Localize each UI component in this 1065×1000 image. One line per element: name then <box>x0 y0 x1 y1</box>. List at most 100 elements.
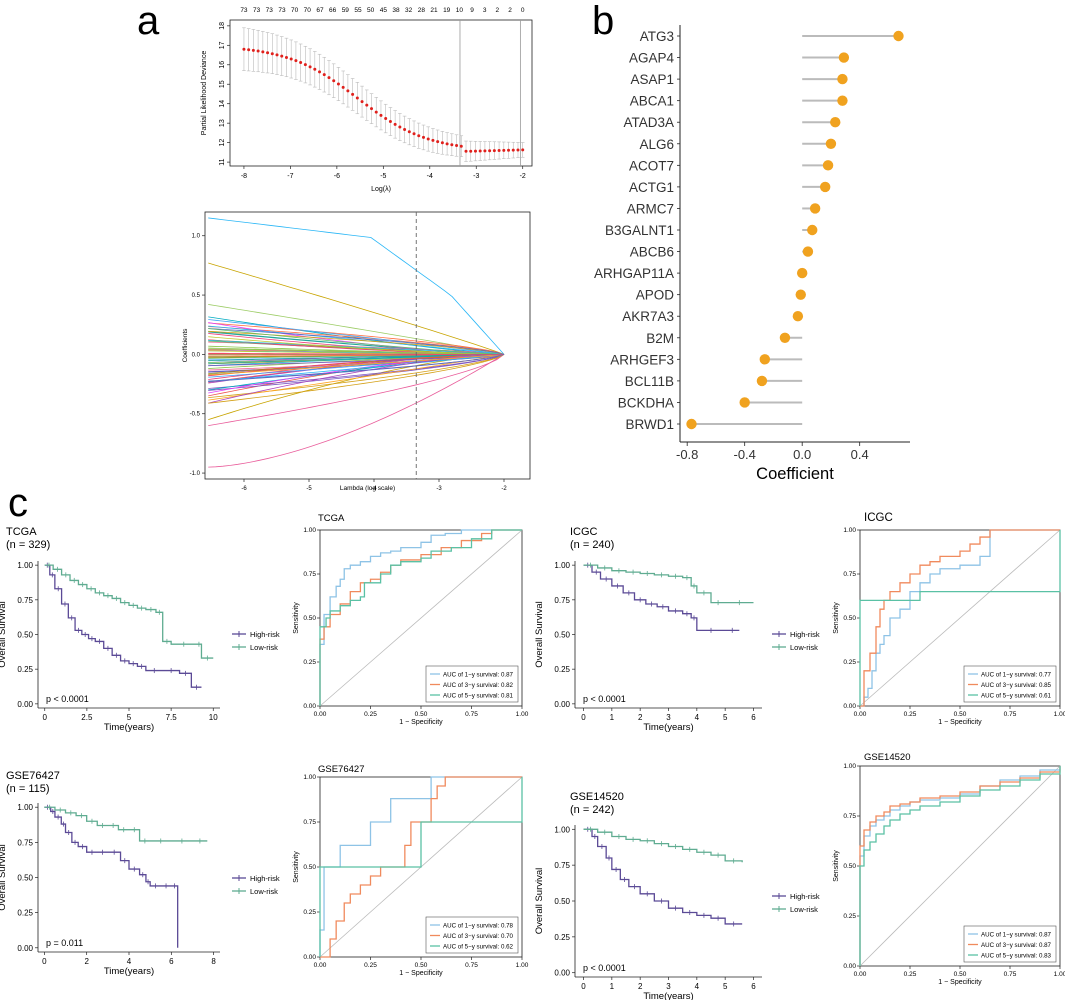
gene-label: APOD <box>636 288 675 303</box>
km-y-tick-label: 0.00 <box>17 700 33 709</box>
cv-deviance-point <box>431 138 435 142</box>
coefficient-path-line <box>208 354 505 404</box>
roc-x-tick-label: 0.25 <box>904 711 917 718</box>
roc-x-axis-title: 1 − Specificity <box>938 979 982 986</box>
roc-y-tick-label: 0.50 <box>303 864 316 871</box>
lollipop-dot <box>795 289 806 300</box>
km-y-tick-label: 1.00 <box>554 561 570 570</box>
path-y-tick-label: 1.0 <box>192 234 201 240</box>
km-plot-icgc: ICGC(n = 240) 0.00 0.25 0.50 0.75 1.00 0 1 2 3 4 5 6… <box>534 526 820 733</box>
cv-y-tick-label: 13 <box>219 119 226 127</box>
cv-top-count-label: 0 <box>521 7 525 14</box>
cv-top-count-label: 19 <box>443 7 451 14</box>
cv-deviance-point <box>251 48 255 52</box>
cv-deviance-point <box>299 61 303 65</box>
km-y-tick-label: 0.50 <box>17 631 33 640</box>
km-legend-label: Low-risk <box>250 887 278 896</box>
gene-label: ATG3 <box>640 29 674 44</box>
cv-top-count-label: 9 <box>470 7 474 14</box>
km-x-axis-title: Time(years) <box>643 991 693 1000</box>
km-plot-gse76427: GSE76427(n = 115) 0.00 0.25 0.50 0.75 1.00 0 2 4… <box>0 770 280 977</box>
roc-y-tick-label: 0.00 <box>303 954 316 961</box>
km-legend-label: High-risk <box>790 892 820 901</box>
cv-deviance-point <box>450 143 454 147</box>
cv-deviance-point <box>360 100 364 104</box>
roc-legend-label: AUC of 5−y survival: 0.61 <box>981 692 1052 699</box>
lollipop-dot <box>796 267 808 279</box>
path-y-tick-label: -0.5 <box>190 412 201 418</box>
roc-y-tick-label: 0.25 <box>303 909 316 916</box>
km-x-tick-label: 5 <box>723 982 728 991</box>
cv-top-count-label: 38 <box>392 7 400 14</box>
roc-legend-label: AUC of 3−y survival: 0.87 <box>981 942 1052 949</box>
cv-deviance-point <box>308 65 312 69</box>
roc-curve-5y <box>319 529 522 706</box>
roc-legend-box <box>963 665 1057 703</box>
km-legend-label: High-risk <box>250 874 280 883</box>
cv-deviance-point <box>270 52 274 56</box>
cv-deviance-point <box>313 67 317 71</box>
roc-legend-label: AUC of 1−y survival: 0.77 <box>981 671 1052 678</box>
km-n-label: (n = 240) <box>570 539 614 551</box>
coefficient-path-line <box>208 217 505 355</box>
roc-plot-gse76427: GSE76427 0.000.00 0.25 0.25 0.50 0.50 0.75 0.75… <box>293 764 529 977</box>
roc-y-tick-label: 0.50 <box>843 615 856 622</box>
path-y-axis-title: Coefficients <box>182 328 189 363</box>
cv-deviance-point <box>280 54 284 58</box>
roc-curve-5y <box>859 766 1061 966</box>
km-legend-label: High-risk <box>790 630 820 639</box>
cv-y-tick-label: 12 <box>219 139 226 147</box>
coefficient-path-line <box>208 354 505 367</box>
roc-plot-tcga: TCGA 0.000.00 0.25 0.25 0.50 0.50 0.75 0.75 1.00… <box>293 513 529 726</box>
lollipop-x-axis-title: Coefficient <box>756 465 834 483</box>
roc-x-tick-label: 0.25 <box>364 962 377 969</box>
cv-top-count-label: 32 <box>405 7 413 14</box>
cv-top-count-label: 73 <box>278 7 286 14</box>
cv-top-count-label: 73 <box>253 7 261 14</box>
coefficient-path-line <box>208 325 505 355</box>
path-x-tick-label: -3 <box>436 486 442 492</box>
cv-y-tick-label: 11 <box>219 158 226 165</box>
km-y-tick-label: 0.75 <box>554 861 570 870</box>
cv-x-tick-label: -5 <box>380 173 386 180</box>
roc-y-tick-label: 0.50 <box>843 863 856 870</box>
km-y-tick-label: 0.75 <box>554 596 570 605</box>
cv-deviance-point <box>355 96 359 100</box>
km-title: GSE76427 <box>6 770 60 782</box>
km-title: ICGC <box>570 526 598 538</box>
km-x-tick-label: 4 <box>127 957 132 966</box>
coefficient-path-line <box>208 354 505 391</box>
gene-label: ARMC7 <box>627 201 674 216</box>
lollipop-dot <box>822 160 834 171</box>
km-x-tick-label: 10 <box>209 713 218 722</box>
km-y-axis-title: Overall Survival <box>0 601 8 668</box>
km-x-tick-label: 1 <box>610 982 615 991</box>
cv-top-count-label: 55 <box>354 7 362 14</box>
km-x-tick-label: 5 <box>127 713 132 722</box>
roc-y-axis-title: Sensitivity <box>293 602 300 634</box>
roc-legend-box <box>425 916 519 954</box>
roc-y-tick-label: 0.25 <box>843 913 856 920</box>
cv-deviance-point <box>336 82 340 86</box>
lollipop-dot <box>825 138 837 149</box>
coefficient-path-line <box>208 330 505 355</box>
cv-deviance-point <box>507 148 511 152</box>
gene-label: ALG6 <box>639 137 674 152</box>
gene-label: ACOT7 <box>629 158 674 173</box>
km-x-tick-label: 5 <box>723 713 728 722</box>
cv-deviance-point <box>388 120 392 124</box>
cv-top-count-label: 70 <box>291 7 299 14</box>
km-y-tick-label: 1.00 <box>17 803 33 812</box>
roc-x-tick-label: 1.00 <box>516 962 529 969</box>
roc-y-tick-label: 0.25 <box>303 659 316 666</box>
coefficient-path-line <box>208 336 505 355</box>
cv-top-count-label: 59 <box>342 7 350 14</box>
cv-deviance-point <box>516 148 520 152</box>
panel-label-b: b <box>592 0 614 43</box>
km-n-label: (n = 115) <box>6 783 50 795</box>
gene-label: AKR7A3 <box>622 309 674 324</box>
cv-deviance-point <box>488 149 492 153</box>
lollipop-dot <box>792 311 804 322</box>
km-x-axis-title: Time(years) <box>643 722 693 733</box>
cv-deviance-point <box>318 70 322 74</box>
